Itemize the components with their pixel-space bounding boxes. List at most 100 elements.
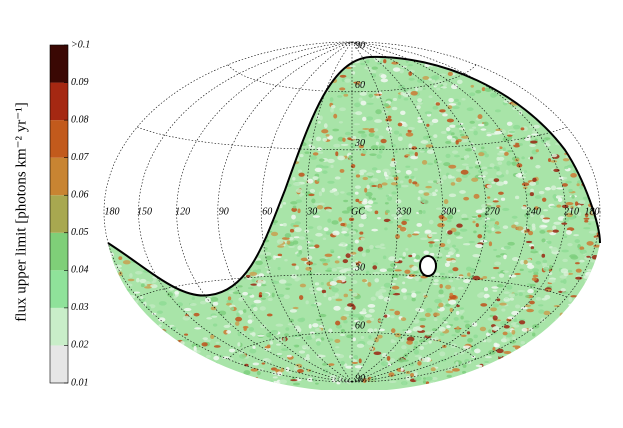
texture bbox=[464, 148, 473, 152]
texture bbox=[453, 317, 459, 321]
texture bbox=[401, 345, 407, 350]
texture bbox=[217, 376, 222, 382]
texture bbox=[546, 229, 553, 233]
texture bbox=[582, 356, 590, 362]
texture bbox=[493, 225, 501, 230]
texture bbox=[204, 359, 211, 363]
texture bbox=[518, 368, 527, 373]
texture bbox=[354, 191, 359, 195]
texture bbox=[213, 345, 221, 348]
texture bbox=[470, 84, 475, 88]
texture bbox=[523, 170, 528, 174]
texture bbox=[494, 343, 500, 348]
texture bbox=[108, 355, 114, 358]
texture bbox=[408, 151, 414, 155]
texture bbox=[366, 116, 374, 121]
texture bbox=[400, 367, 404, 372]
texture bbox=[442, 317, 448, 321]
colorbar-tick-label: 0.03 bbox=[71, 302, 89, 313]
texture bbox=[571, 353, 576, 357]
texture bbox=[451, 368, 460, 372]
texture bbox=[484, 362, 492, 366]
texture bbox=[538, 309, 545, 314]
texture bbox=[162, 41, 169, 44]
texture bbox=[334, 176, 341, 180]
texture bbox=[423, 295, 428, 298]
texture bbox=[293, 181, 301, 187]
texture bbox=[434, 189, 438, 193]
texture bbox=[196, 60, 204, 65]
texture bbox=[404, 175, 410, 179]
lat-tick-label: 60 bbox=[355, 321, 365, 332]
texture bbox=[386, 268, 394, 272]
texture bbox=[532, 274, 539, 278]
texture bbox=[583, 227, 591, 230]
texture bbox=[277, 294, 285, 298]
texture bbox=[561, 323, 566, 326]
texture bbox=[124, 317, 130, 322]
texture bbox=[294, 344, 300, 348]
texture bbox=[119, 302, 124, 306]
texture bbox=[139, 64, 145, 69]
texture bbox=[562, 61, 567, 66]
texture bbox=[316, 340, 321, 346]
texture bbox=[471, 177, 479, 182]
texture bbox=[447, 105, 453, 110]
texture bbox=[454, 351, 459, 356]
texture bbox=[575, 268, 582, 273]
texture bbox=[576, 296, 580, 300]
texture bbox=[373, 57, 381, 61]
texture bbox=[368, 196, 372, 200]
texture bbox=[588, 92, 596, 97]
texture bbox=[168, 369, 176, 372]
texture bbox=[327, 158, 335, 164]
texture bbox=[405, 153, 411, 157]
texture bbox=[474, 165, 482, 169]
texture bbox=[549, 85, 554, 91]
texture bbox=[146, 82, 155, 88]
texture bbox=[449, 124, 456, 128]
texture bbox=[573, 113, 581, 117]
texture bbox=[456, 326, 460, 330]
texture bbox=[425, 331, 432, 335]
texture bbox=[211, 315, 218, 318]
texture bbox=[369, 317, 375, 321]
texture bbox=[276, 239, 284, 245]
texture bbox=[353, 354, 359, 360]
texture bbox=[552, 229, 559, 233]
texture bbox=[429, 121, 434, 126]
texture bbox=[150, 326, 154, 329]
texture bbox=[194, 56, 198, 61]
texture bbox=[271, 292, 275, 298]
texture bbox=[451, 47, 455, 49]
texture bbox=[422, 210, 426, 214]
texture bbox=[494, 377, 501, 380]
texture bbox=[388, 131, 393, 134]
texture bbox=[550, 153, 558, 158]
texture bbox=[490, 276, 496, 279]
texture bbox=[323, 368, 329, 374]
texture bbox=[503, 291, 510, 294]
texture bbox=[333, 113, 338, 119]
texture bbox=[465, 165, 470, 171]
texture bbox=[162, 67, 166, 70]
texture bbox=[373, 128, 379, 132]
texture bbox=[586, 344, 591, 349]
texture bbox=[410, 90, 418, 96]
texture bbox=[298, 350, 306, 354]
texture bbox=[178, 379, 184, 384]
texture bbox=[548, 78, 554, 84]
texture bbox=[594, 354, 600, 359]
texture bbox=[475, 209, 484, 214]
texture bbox=[336, 381, 341, 385]
texture bbox=[129, 367, 137, 370]
texture bbox=[531, 332, 536, 337]
texture bbox=[415, 307, 422, 312]
texture bbox=[374, 337, 379, 343]
texture bbox=[456, 56, 461, 57]
texture bbox=[325, 231, 332, 235]
texture bbox=[329, 281, 338, 286]
texture bbox=[586, 59, 595, 64]
texture bbox=[228, 348, 236, 353]
texture bbox=[179, 78, 187, 82]
